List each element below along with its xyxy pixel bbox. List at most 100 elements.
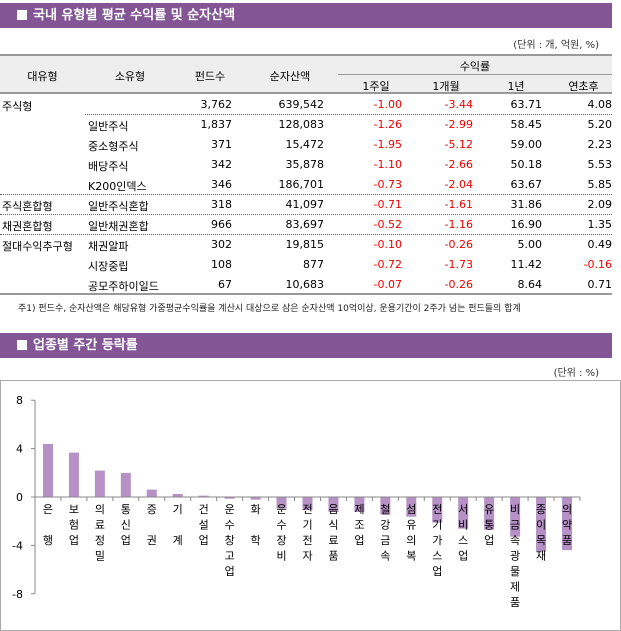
cell-y1: 59.00 xyxy=(510,138,543,151)
x-category-label: 의 xyxy=(406,534,416,547)
cell-count: 108 xyxy=(211,258,232,271)
bar-전기전자 xyxy=(302,497,313,511)
cell-y1: 31.86 xyxy=(510,198,543,211)
cell-aum: 15,472 xyxy=(285,138,325,151)
cell-count: 302 xyxy=(211,238,232,251)
x-category-label: 수 xyxy=(276,519,286,532)
x-category-label: 장 xyxy=(276,534,286,547)
bar-철강금속 xyxy=(380,497,391,515)
cell-m1: -3.44 xyxy=(444,98,473,111)
cell-aum: 639,542 xyxy=(278,98,325,111)
cell-count: 371 xyxy=(211,138,232,151)
x-category-label: 은 xyxy=(43,503,53,516)
table-row: 주식형 3,762 639,542 -1.00 -3.44 63.71 4.08 xyxy=(0,95,612,115)
cell-m1: -0.26 xyxy=(444,238,473,251)
cell-w1: -0.71 xyxy=(373,198,402,211)
x-category-label: 운 xyxy=(276,503,286,516)
bar-의약품 xyxy=(562,497,573,551)
cell-ytd: -0.16 xyxy=(583,258,612,271)
cell-y1: 5.00 xyxy=(517,238,543,251)
square-icon xyxy=(17,10,27,20)
x-category-label: 업 xyxy=(121,534,131,547)
section-title-returns: 국내 유형별 평균 수익률 및 순자산액 xyxy=(0,3,612,28)
table-row: 절대수익추구형 채권알파 302 19,815 -0.10 -0.26 5.00 0.49 xyxy=(0,235,612,255)
y-tick-label: 8 xyxy=(16,394,23,407)
x-category-label: 철 xyxy=(380,503,390,516)
x-category-label: 신 xyxy=(121,519,131,532)
cell-w1: -0.10 xyxy=(373,238,402,251)
cell-aum: 877 xyxy=(303,258,324,271)
cell-y1: 8.64 xyxy=(517,278,543,291)
cell-minor: 중소형주식 xyxy=(88,140,139,153)
bar-기계 xyxy=(172,493,183,497)
bar-음식료품 xyxy=(328,497,339,513)
unit-label: (단위 : 개, 억원, %) xyxy=(513,40,599,51)
x-category-label: 기 xyxy=(302,519,312,532)
cell-ytd: 1.35 xyxy=(587,218,613,231)
cell-ytd: 5.85 xyxy=(587,178,613,191)
bar-의료정밀 xyxy=(94,470,105,497)
cell-y1: 63.71 xyxy=(510,98,543,111)
x-category-label: 금 xyxy=(510,519,520,532)
x-category-label: 비 xyxy=(510,503,520,516)
header-aum: 순자산액 xyxy=(269,70,311,83)
bar-종이목재 xyxy=(536,497,547,552)
cell-count: 346 xyxy=(211,178,232,191)
cell-count: 1,837 xyxy=(200,118,233,131)
x-category-label: 업 xyxy=(484,534,494,547)
x-category-label: 계 xyxy=(173,534,183,547)
bar-유통업 xyxy=(484,497,495,530)
cell-w1: -0.72 xyxy=(373,258,402,271)
x-category-label: 목 xyxy=(536,534,546,547)
x-category-label: 광 xyxy=(510,550,520,563)
cell-count: 3,762 xyxy=(200,98,233,111)
x-category-label: 조 xyxy=(354,519,364,532)
cell-ytd: 4.08 xyxy=(587,98,613,111)
cell-major: 주식형 xyxy=(2,100,33,113)
x-category-label: 강 xyxy=(380,519,390,532)
x-category-label: 자 xyxy=(302,550,312,563)
table-header: 대유형 소유형 펀드수 순자산액 수익률 1주일 1개월 1년 연초후 xyxy=(0,54,612,94)
cell-y1: 58.45 xyxy=(510,118,543,131)
header-count: 펀드수 xyxy=(194,70,226,83)
x-category-label: 이 xyxy=(536,519,546,532)
x-category-label: 속 xyxy=(510,534,520,547)
x-category-label: 섬 xyxy=(406,503,416,516)
table-row: 배당주식 342 35,878 -1.10 -2.66 50.18 5.53 xyxy=(0,155,612,175)
x-category-label: 업 xyxy=(354,534,364,547)
x-category-label: 증 xyxy=(147,503,157,516)
cell-w1: -0.73 xyxy=(373,178,402,191)
x-category-label: 권 xyxy=(147,534,157,547)
section-title-sectors: 업종별 주간 등락률 xyxy=(0,333,612,358)
x-category-label: 기 xyxy=(173,503,183,516)
x-category-label: 학 xyxy=(251,534,261,547)
x-category-label: 통 xyxy=(484,519,494,532)
cell-ytd: 2.09 xyxy=(587,198,613,211)
table-row: 공모주하이일드 67 10,683 -0.07 -0.26 8.64 0.71 xyxy=(0,275,612,295)
table-row: 시장중립 108 877 -0.72 -1.73 11.42 -0.16 xyxy=(0,255,612,275)
cell-m1: -2.99 xyxy=(444,118,473,131)
x-category-label: 기 xyxy=(432,519,442,532)
header-1w: 1주일 xyxy=(362,80,390,93)
cell-ytd: 0.49 xyxy=(587,238,613,251)
cell-w1: -0.52 xyxy=(373,218,402,231)
x-category-label: 유 xyxy=(406,519,416,532)
x-category-label: 험 xyxy=(69,519,79,532)
cell-minor: 채권알파 xyxy=(88,240,129,253)
x-category-label: 제 xyxy=(354,503,364,516)
x-category-label: 속 xyxy=(380,550,390,563)
cell-minor: K200인덱스 xyxy=(88,180,147,193)
x-category-label: 전 xyxy=(302,503,312,516)
cell-aum: 83,697 xyxy=(285,218,325,231)
cell-major: 주식혼합형 xyxy=(2,200,53,213)
bar-제조업 xyxy=(354,497,365,513)
x-category-label: 스 xyxy=(432,550,442,563)
x-category-label: 전 xyxy=(432,503,442,516)
x-category-label: 품 xyxy=(328,550,338,563)
cell-ytd: 2.23 xyxy=(587,138,613,151)
cell-aum: 128,083 xyxy=(278,118,325,131)
cell-m1: -2.04 xyxy=(444,178,473,191)
x-category-label: 설 xyxy=(199,519,209,532)
cell-major: 채권혼합형 xyxy=(2,220,53,233)
